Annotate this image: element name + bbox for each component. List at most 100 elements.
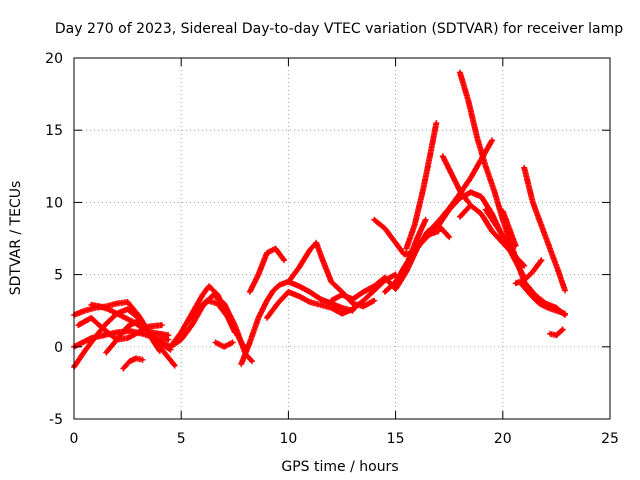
data-point: [437, 229, 440, 233]
x-tick-label: 10: [279, 431, 297, 447]
data-point: [422, 186, 425, 190]
data-point: [256, 273, 260, 277]
data-point: [141, 326, 145, 330]
data-point: [531, 200, 535, 204]
y-axis-title: SDTVAR / TECUs: [8, 181, 24, 296]
data-point: [89, 303, 93, 307]
data-point: [340, 312, 344, 316]
data-point: [321, 258, 325, 262]
series-track-21: [439, 153, 472, 206]
data-point: [169, 345, 172, 349]
data-point: [160, 323, 164, 327]
data-point: [297, 284, 301, 288]
data-point: [190, 323, 194, 327]
data-point: [248, 341, 252, 344]
data-point: [106, 307, 110, 311]
data-point: [151, 339, 155, 343]
data-point: [132, 320, 136, 324]
data-point: [501, 241, 505, 245]
data-point: [383, 290, 387, 294]
series-track-13: [246, 245, 288, 295]
data-point: [248, 290, 252, 294]
data-point: [539, 224, 543, 227]
data-point: [173, 364, 177, 368]
data-point: [237, 336, 241, 340]
data-point: [484, 208, 488, 212]
data-point: [214, 341, 217, 344]
series-track-19: [403, 120, 440, 252]
series-track-27: [512, 257, 545, 287]
chart-title: Day 270 of 2023, Sidereal Day-to-day VTE…: [55, 21, 623, 37]
data-point: [479, 195, 483, 199]
data-point: [340, 306, 344, 310]
data-point: [546, 306, 550, 310]
data-point: [548, 247, 552, 251]
data-point: [458, 215, 462, 219]
data-point: [207, 284, 211, 288]
data-point: [201, 293, 205, 297]
data-point: [216, 293, 220, 297]
data-point: [282, 258, 286, 262]
data-point: [479, 212, 483, 216]
data-point: [467, 200, 470, 204]
x-tick-label: 25: [601, 431, 619, 447]
data-point: [522, 264, 526, 268]
series-markers: [238, 278, 356, 368]
series-track-7: [88, 301, 172, 339]
data-point: [554, 333, 558, 337]
data-point: [428, 154, 432, 158]
data-point: [449, 172, 453, 175]
data-point: [492, 221, 496, 225]
data-point: [522, 278, 526, 282]
data-point: [319, 303, 323, 307]
x-axis-title: GPS time / hours: [281, 459, 398, 475]
data-point: [126, 300, 130, 304]
data-point: [256, 316, 260, 320]
data-point: [297, 294, 301, 298]
series-track-10: [182, 297, 249, 353]
data-point: [89, 316, 93, 320]
data-point: [166, 338, 170, 342]
data-point: [557, 270, 560, 274]
data-point: [469, 203, 473, 207]
data-point: [509, 247, 513, 251]
data-point: [286, 280, 290, 284]
series-track-18: [381, 137, 496, 295]
data-point: [126, 307, 130, 311]
y-tick-label: 5: [54, 268, 63, 284]
data-point: [469, 176, 473, 180]
y-tick-label: 0: [54, 340, 63, 356]
data-point: [265, 299, 269, 303]
data-point: [126, 336, 130, 340]
data-point: [278, 283, 282, 287]
data-point: [83, 309, 87, 313]
data-point: [492, 189, 496, 193]
data-point: [216, 302, 220, 305]
data-point: [308, 290, 312, 294]
data-point: [424, 218, 428, 222]
data-point: [329, 306, 333, 310]
x-tick-label: 15: [387, 431, 405, 447]
data-point: [179, 338, 183, 342]
data-point: [372, 299, 376, 303]
data-point: [276, 302, 280, 305]
data-point: [383, 226, 387, 230]
data-point: [394, 287, 398, 291]
data-point: [518, 265, 522, 269]
data-point: [520, 283, 524, 287]
data-point: [372, 218, 376, 222]
data-point: [158, 349, 162, 353]
data-point: [158, 332, 162, 336]
data-point: [98, 304, 102, 308]
data-point: [447, 208, 451, 212]
data-point: [205, 299, 209, 303]
data-point: [308, 248, 312, 252]
data-point: [563, 289, 567, 292]
data-point: [115, 330, 119, 334]
y-tick-label: 15: [45, 123, 63, 139]
data-point: [104, 322, 108, 326]
data-point: [522, 166, 526, 170]
data-point: [475, 135, 479, 139]
data-point: [361, 304, 365, 308]
